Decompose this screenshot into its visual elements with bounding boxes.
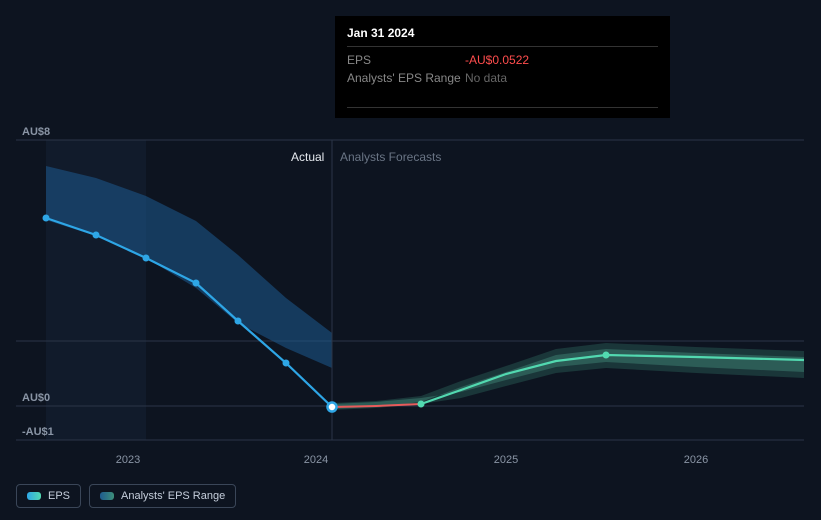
actual-region-label: Actual <box>291 150 324 164</box>
x-axis-label: 2023 <box>116 454 140 466</box>
tooltip-divider <box>347 107 658 108</box>
tooltip-row-label: EPS <box>347 53 465 67</box>
x-axis-label: 2024 <box>304 454 328 466</box>
legend-label: Analysts' EPS Range <box>121 490 225 502</box>
forecast-region-label: Analysts Forecasts <box>340 150 441 164</box>
y-axis-label: AU$0 <box>22 392 50 404</box>
legend-item-range[interactable]: Analysts' EPS Range <box>89 484 236 508</box>
tooltip-date: Jan 31 2024 <box>347 26 658 47</box>
tooltip-row-value: No data <box>465 71 507 85</box>
tooltip-row: Analysts' EPS RangeNo data <box>347 69 658 87</box>
chart-svg <box>16 118 804 478</box>
legend-swatch-eps <box>27 492 41 500</box>
tooltip-row: EPS-AU$0.0522 <box>347 51 658 69</box>
chart-legend: EPS Analysts' EPS Range <box>16 484 236 508</box>
chart-tooltip: Jan 31 2024 EPS-AU$0.0522Analysts' EPS R… <box>335 16 670 118</box>
legend-swatch-range <box>100 492 114 500</box>
legend-label: EPS <box>48 490 70 502</box>
y-axis-label: -AU$1 <box>22 426 54 438</box>
eps-chart[interactable]: AU$8 AU$0 -AU$1 2023 2024 2025 2026 Actual Analy… <box>16 118 804 468</box>
x-axis-label: 2026 <box>684 454 708 466</box>
tooltip-row-label: Analysts' EPS Range <box>347 71 465 85</box>
legend-item-eps[interactable]: EPS <box>16 484 81 508</box>
y-axis-label: AU$8 <box>22 126 50 138</box>
tooltip-row-value: -AU$0.0522 <box>465 53 529 67</box>
x-axis-label: 2025 <box>494 454 518 466</box>
